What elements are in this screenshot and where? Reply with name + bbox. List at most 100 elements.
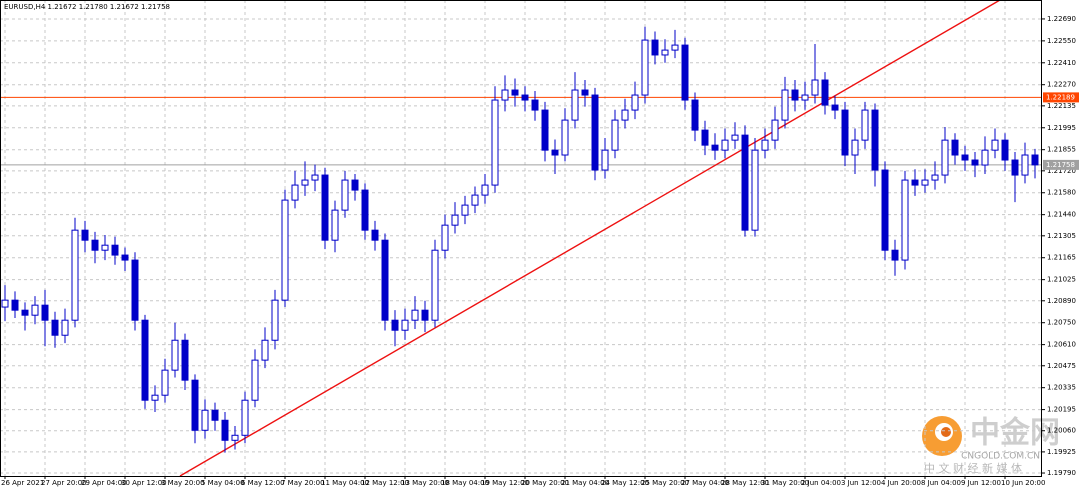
candle-body (511, 89, 519, 96)
candle-body (601, 149, 609, 171)
candle-body (801, 94, 809, 101)
candle-body (261, 339, 269, 361)
candle-body (981, 149, 989, 166)
candle-body (661, 49, 669, 56)
candle-body (651, 39, 659, 56)
candle-body (501, 89, 509, 101)
y-tick-label: 1.21165 (1047, 254, 1076, 262)
candle-body (1, 299, 9, 308)
y-tick-label: 1.20475 (1047, 362, 1076, 370)
candle-body (131, 259, 139, 321)
candle-body (61, 319, 69, 336)
candle-body (781, 89, 789, 121)
candle-body (461, 204, 469, 216)
candle-body (441, 224, 449, 251)
x-tick-label: 24 May 12:00 (601, 479, 649, 487)
candle-body (721, 139, 729, 151)
x-tick-label: 5 May 04:00 (201, 479, 245, 487)
candle-body (171, 339, 179, 371)
candle-body (211, 409, 219, 421)
y-tick-label: 1.22690 (1047, 15, 1076, 23)
candle-body (1001, 139, 1009, 161)
candle-body (71, 229, 79, 321)
x-tick-label: 18 May 04:00 (441, 479, 489, 487)
candle-body (231, 434, 239, 441)
watermark-site: CNGOLD.COM.CN (961, 452, 1040, 462)
x-tick-label: 3 Jun 12:00 (841, 479, 881, 487)
x-tick-label: 8 Jun 04:00 (921, 479, 961, 487)
candle-body (471, 194, 479, 206)
candle-body (851, 139, 859, 156)
candle-body (101, 244, 109, 251)
candle-body (201, 409, 209, 431)
y-tick-label: 1.22270 (1047, 81, 1076, 89)
candle-body (401, 319, 409, 331)
x-tick-label: 2 Jun 04:00 (801, 479, 841, 487)
candle-body (641, 39, 649, 96)
y-tick-label: 1.20195 (1047, 406, 1076, 414)
plot-border (0, 0, 1042, 477)
candle-body (941, 139, 949, 176)
candle-body (551, 149, 559, 156)
price-label: 1.22189 (1046, 93, 1075, 101)
candle-body (191, 379, 199, 431)
candle-body (821, 79, 829, 106)
candle-body (841, 109, 849, 156)
candle-body (901, 179, 909, 261)
candle-body (281, 199, 289, 301)
candle-body (81, 229, 89, 241)
candle-body (681, 44, 689, 101)
candle-body (221, 419, 229, 441)
candle-body (591, 94, 599, 171)
candle-body (871, 109, 879, 171)
trendline (179, 0, 1001, 477)
x-tick-label: 30 Apr 12:00 (121, 479, 167, 487)
x-tick-label: 19 May 12:00 (481, 479, 529, 487)
candle-body (531, 99, 539, 111)
y-tick-label: 1.20750 (1047, 319, 1076, 327)
x-tick-label: 13 May 20:00 (401, 479, 449, 487)
candle-body (751, 149, 759, 231)
candle-body (431, 249, 439, 321)
candle-body (931, 174, 939, 181)
y-tick-label: 1.20060 (1047, 427, 1076, 435)
candle-body (321, 174, 329, 241)
x-tick-label: 7 May 20:00 (281, 479, 325, 487)
y-tick-label: 1.19790 (1047, 469, 1076, 477)
candle-body (831, 104, 839, 111)
price-label: 1.21758 (1046, 161, 1075, 169)
x-tick-label: 21 May 04:00 (561, 479, 609, 487)
x-tick-label: 26 Apr 2021 (1, 479, 44, 487)
candle-body (161, 369, 169, 396)
candle-body (581, 89, 589, 96)
watermark-logo-dot (941, 427, 951, 437)
candle-body (571, 89, 579, 121)
y-tick-label: 1.20890 (1047, 297, 1076, 305)
candle-body (421, 309, 429, 321)
candle-body (791, 89, 799, 101)
chart-title: EURUSD,H4 1.21672 1.21780 1.21672 1.2175… (4, 3, 170, 11)
x-tick-label: 20 May 20:00 (521, 479, 569, 487)
price-label-box (1043, 159, 1079, 170)
x-tick-label: 9 Jun 12:00 (961, 479, 1001, 487)
candle-body (91, 239, 99, 251)
candle-body (521, 94, 529, 101)
candle-body (921, 179, 929, 186)
candle-body (41, 304, 49, 321)
candle-body (951, 139, 959, 156)
x-tick-label: 28 May 12:00 (721, 479, 769, 487)
candle-body (731, 134, 739, 141)
candle-body (711, 144, 719, 151)
candle-body (181, 339, 189, 381)
candle-body (771, 119, 779, 141)
candle-body (251, 359, 259, 401)
candle-body (911, 179, 919, 186)
grid (0, 0, 1042, 476)
candle-body (31, 304, 39, 316)
candle-body (611, 119, 619, 151)
candle-body (701, 129, 709, 146)
candle-body (21, 309, 29, 316)
